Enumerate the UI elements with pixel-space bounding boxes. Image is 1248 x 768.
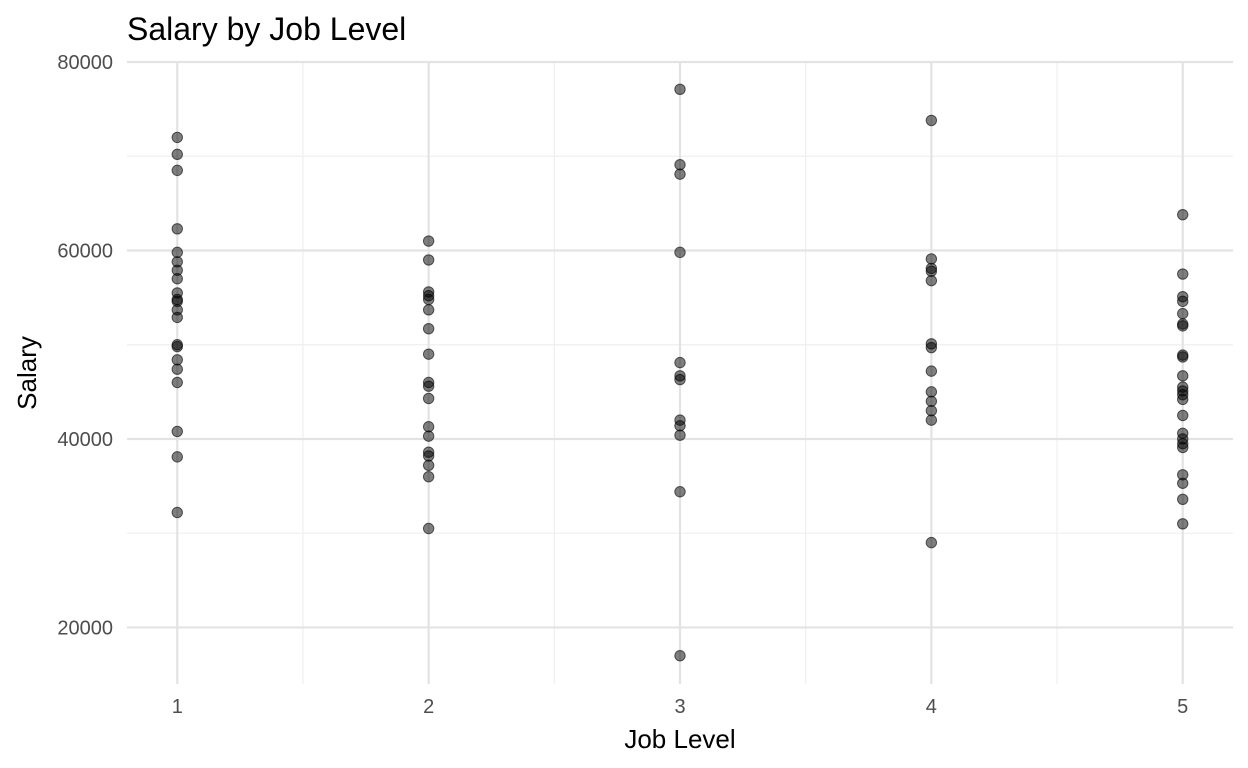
data-point xyxy=(422,254,435,266)
data-point xyxy=(674,83,686,96)
data-point xyxy=(422,459,435,472)
data-point xyxy=(925,341,938,354)
data-point xyxy=(422,421,435,433)
data-point xyxy=(925,253,938,265)
data-point xyxy=(1177,351,1189,363)
data-point xyxy=(171,425,183,438)
data-point xyxy=(171,451,183,463)
y-tick-label: 60000 xyxy=(57,240,113,262)
data-point xyxy=(674,356,686,369)
data-point xyxy=(674,159,686,171)
data-point xyxy=(171,340,183,353)
data-point xyxy=(674,373,686,386)
data-point xyxy=(422,392,435,405)
x-tick-label: 5 xyxy=(1177,696,1188,718)
data-point xyxy=(1177,295,1189,308)
data-point xyxy=(171,131,183,144)
data-point xyxy=(1177,518,1189,530)
data-point xyxy=(171,148,183,161)
data-point xyxy=(171,164,183,177)
x-axis-tick-labels: 1 2 3 4 5 xyxy=(172,696,1189,718)
data-point xyxy=(925,404,938,417)
data-point xyxy=(1177,370,1189,382)
data-point xyxy=(1177,320,1189,332)
data-point xyxy=(674,650,686,662)
data-point xyxy=(422,304,435,316)
y-axis-title: Salary xyxy=(12,336,42,410)
data-point xyxy=(925,536,938,549)
x-tick-label: 4 xyxy=(926,696,937,718)
data-point xyxy=(1177,441,1189,454)
data-point xyxy=(925,114,938,127)
data-point xyxy=(171,506,183,519)
data-point xyxy=(171,273,183,285)
data-point xyxy=(1177,493,1189,505)
data-point xyxy=(422,380,435,392)
data-point xyxy=(925,386,938,398)
data-point xyxy=(674,246,686,259)
data-point xyxy=(171,311,183,324)
x-tick-label: 1 xyxy=(172,696,183,718)
data-point xyxy=(422,293,435,306)
data-point xyxy=(674,168,686,180)
data-point xyxy=(422,522,435,535)
y-tick-label: 20000 xyxy=(57,617,113,639)
data-point xyxy=(925,265,938,277)
data-point xyxy=(422,430,435,442)
data-point xyxy=(171,246,183,259)
data-point xyxy=(1177,409,1189,422)
data-point xyxy=(925,395,938,407)
data-point xyxy=(422,323,435,335)
data-point xyxy=(1177,208,1189,221)
data-point xyxy=(171,223,183,235)
chart-title: Salary by Job Level xyxy=(127,11,406,47)
x-tick-label: 3 xyxy=(674,696,685,718)
data-point xyxy=(422,470,435,483)
x-axis-title: Job Level xyxy=(624,724,735,754)
data-point xyxy=(925,414,938,426)
y-tick-label: 80000 xyxy=(57,52,113,74)
data-point xyxy=(1177,393,1189,406)
data-point xyxy=(171,363,183,375)
data-point xyxy=(674,486,686,498)
data-point xyxy=(171,354,183,366)
data-point xyxy=(422,348,435,360)
y-axis-tick-labels: 20000 40000 60000 80000 xyxy=(57,52,113,639)
data-point xyxy=(925,365,938,377)
data-point xyxy=(674,420,686,432)
data-point xyxy=(422,450,435,462)
x-tick-label: 2 xyxy=(423,696,434,718)
data-point xyxy=(171,376,183,389)
data-point xyxy=(1177,268,1189,280)
data-point xyxy=(1177,477,1189,489)
data-points xyxy=(171,83,1189,662)
data-point xyxy=(422,235,435,247)
data-point xyxy=(925,274,938,287)
data-point xyxy=(1177,307,1189,320)
y-tick-label: 40000 xyxy=(57,429,113,451)
data-point xyxy=(674,429,686,441)
